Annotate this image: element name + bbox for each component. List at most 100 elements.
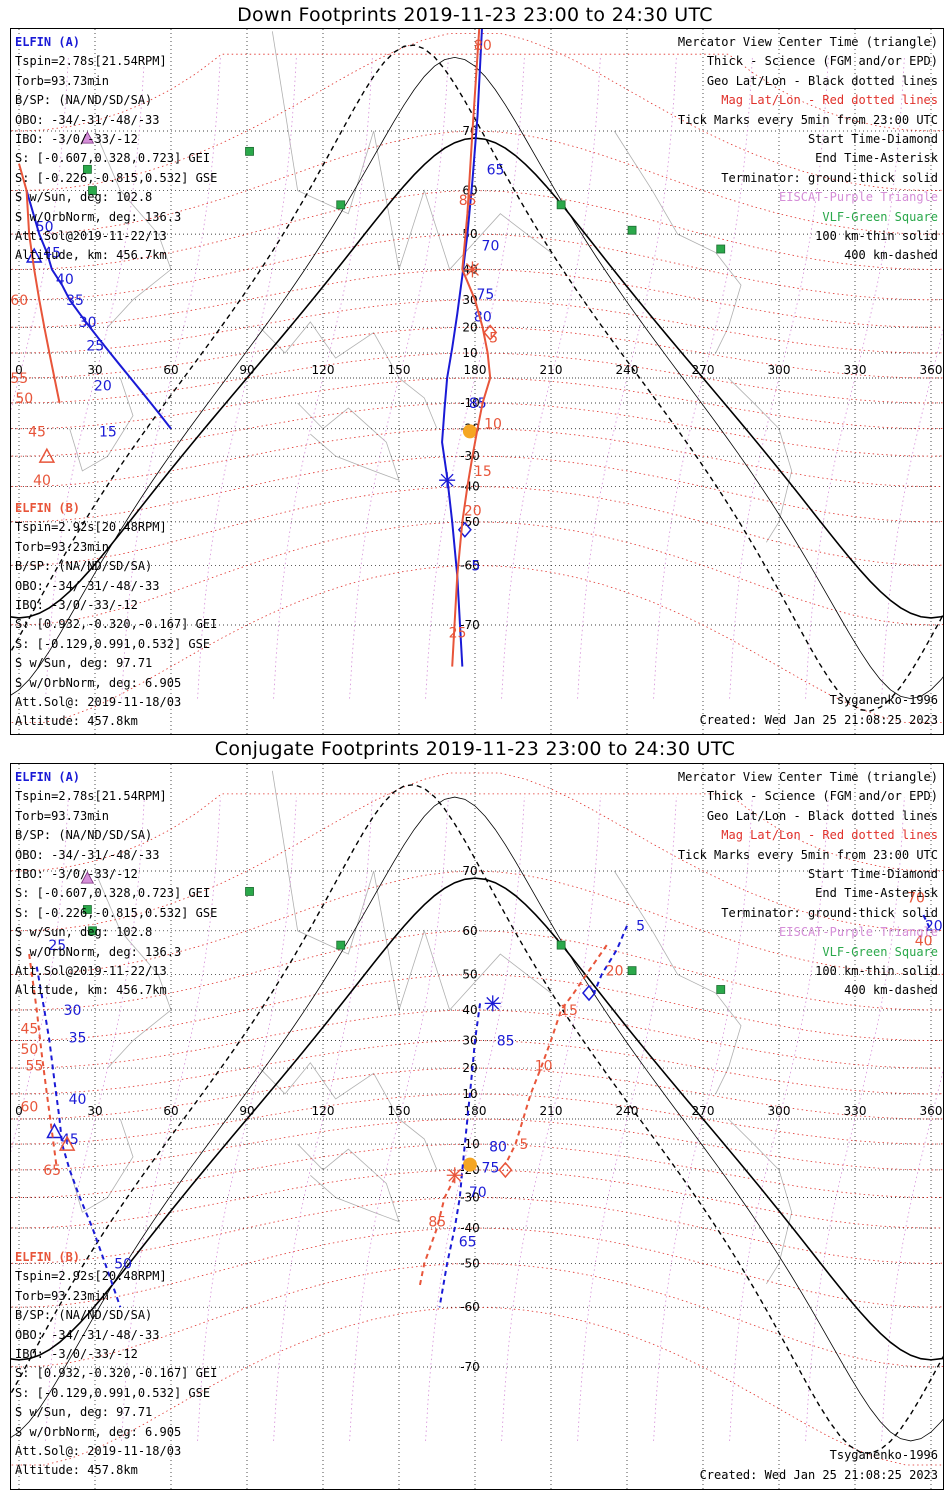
footprint-track <box>35 966 122 1308</box>
vlf-station-marker <box>336 940 346 950</box>
mag-longitude-line <box>45 57 145 699</box>
view-center-triangle <box>46 1122 63 1139</box>
created-timestamp: Created: Wed Jan 25 21:08:25 2023 <box>699 712 938 727</box>
info-line: Altitude: 457.8km <box>15 714 138 729</box>
lat-tick-label: 60 <box>462 924 477 938</box>
lat-tick-label: -60 <box>460 558 480 572</box>
legend-line: Tick Marks every 5min from 23:00 UTC <box>677 847 938 862</box>
end-asterisk <box>466 262 479 276</box>
lat-tick-label: -50 <box>460 1256 480 1270</box>
model-name: Tsyganenko-1996 <box>829 693 938 708</box>
legend-line: End Time-Asterisk <box>815 151 938 166</box>
coastline <box>259 321 438 429</box>
lon-tick-label: 330 <box>844 363 867 377</box>
info-line: Att.Sol@2019-11-22/13 <box>15 964 167 979</box>
axis-labels: 0 30 60 90 120 150 180 210 240 270 300 330 360 -70 -60… <box>15 124 942 632</box>
info-line: Altitude, km: 456.7km <box>15 983 167 998</box>
mag-latitude-line <box>11 1009 943 1069</box>
info-line: Tspin=2.92s[20.48RPM] <box>15 520 167 535</box>
mag-latitude-line <box>11 793 943 872</box>
lat-tick-label: -70 <box>460 1360 480 1374</box>
info-line: S w/Sun, deg: 97.71 <box>15 1405 153 1420</box>
terminator-group <box>11 783 943 1455</box>
footprint-track <box>504 944 608 1166</box>
time-tick-label: 15 <box>560 1003 578 1019</box>
time-tick-label: 25 <box>48 938 66 954</box>
lon-tick-label: 120 <box>312 363 335 377</box>
mag-longitude-line <box>653 797 753 1441</box>
view-center-triangle <box>38 447 56 463</box>
end-asterisk <box>486 996 500 1010</box>
subsolar-point <box>462 424 477 439</box>
info-line: S w/OrbNorm, deg: 136.3 <box>15 209 182 224</box>
coastline-group <box>69 770 793 1285</box>
mag-latitude-line <box>11 1306 943 1466</box>
info-line: Altitude, km: 456.7km <box>15 248 167 263</box>
start-diamond <box>498 1161 513 1179</box>
lat-tick-label: 30 <box>462 1034 477 1048</box>
legend-line: 400 km-dashed <box>844 248 938 263</box>
lon-tick-label: 360 <box>920 363 943 377</box>
info-line: S w/OrbNorm, deg: 136.3 <box>15 944 182 959</box>
mag-latitude-line <box>11 974 943 1041</box>
coastline <box>259 1062 438 1171</box>
time-tick-label: 20 <box>925 919 943 935</box>
mag-longitude-line <box>11 57 69 412</box>
mag-latitude-line <box>11 486 943 566</box>
mag-longitude-line <box>45 797 145 1441</box>
vlf-station-marker <box>88 926 97 936</box>
time-tick-label: 60 <box>20 1100 38 1116</box>
lon-tick-label: 330 <box>844 1104 867 1118</box>
mag-latitude-line <box>11 1263 943 1368</box>
lat-tick-label: 20 <box>462 1061 477 1075</box>
lat-tick-label: -30 <box>460 1190 480 1204</box>
coastline <box>613 130 742 354</box>
lon-tick-label: 0 <box>15 1104 23 1118</box>
time-tick-label: 30 <box>79 315 97 331</box>
lon-tick-label: 30 <box>87 363 102 377</box>
lat-tick-label: -60 <box>460 1300 480 1314</box>
footprint-track <box>418 1177 456 1289</box>
mag-longitude-line <box>881 328 943 699</box>
footprint-track <box>593 925 628 994</box>
legend-line: Mercator View Center Time (triangle) <box>677 35 938 49</box>
info-line: IBO: -3/0/-33/-12 <box>15 867 138 882</box>
map-panel-conjugate: 0 30 60 90 120 150 180 210 240 270 300 330 360 -70 -60… <box>10 763 944 1490</box>
legend-line: Mag Lat/Lon - Red dotted lines <box>721 93 938 108</box>
lat-tick-label: -50 <box>460 515 480 529</box>
info-line: B/SP: (NA/ND/SD/SA) <box>15 559 153 574</box>
elfin-a-label: ELFIN (A) <box>15 770 81 784</box>
view-center-triangle <box>58 1135 76 1151</box>
mag-longitude-line <box>805 797 905 1441</box>
lat-tick-label: -10 <box>460 1137 480 1151</box>
model-info: Tsyganenko-1996 Created: Wed Jan 25 21:0… <box>700 691 938 730</box>
time-tick-label: 40 <box>56 272 74 288</box>
mag-longitude-line <box>349 797 449 1441</box>
mag-longitude-line <box>11 797 69 1153</box>
panel-title-down: Down Footprints 2019-11-23 23:00 to 24:3… <box>237 4 713 26</box>
lat-tick-label: -40 <box>460 1221 480 1235</box>
mag-longitude-line <box>729 57 829 699</box>
time-tick-label: 60 <box>11 293 28 309</box>
mag-latitude-line <box>11 428 943 487</box>
lon-tick-label: 90 <box>239 1104 254 1118</box>
lat-tick-label: 50 <box>462 968 477 982</box>
start-diamond <box>483 324 498 341</box>
terminator-ground <box>11 877 943 1361</box>
mag-longitude-line <box>501 797 601 1441</box>
elfin-a-info: ELFIN (A) Tspin=2.78s[21.54RPM] Torb=93.… <box>15 768 217 1001</box>
legend-line: Tick Marks every 5min from 23:00 UTC <box>677 112 938 127</box>
time-tick-label: 5 <box>636 919 645 935</box>
terminator-100km <box>11 796 943 1442</box>
mag-latitude-line <box>11 33 943 191</box>
eiscat-triangle <box>80 131 95 144</box>
footprint-track <box>451 29 492 667</box>
time-tick-label: 5 <box>471 558 480 574</box>
time-tick-label: 50 <box>114 1256 132 1272</box>
legend-line: EISCAT-Purple Triangle <box>779 190 938 205</box>
time-tick-label: 80 <box>474 38 492 54</box>
mag-longitude-line <box>121 797 221 1441</box>
legend-line: End Time-Asterisk <box>815 886 938 901</box>
end-asterisk <box>448 1168 462 1182</box>
info-line: Att.Sol@: 2019-11-18/03 <box>15 1444 182 1459</box>
